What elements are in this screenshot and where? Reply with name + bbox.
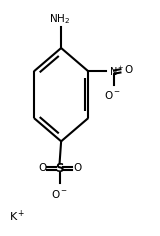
Text: NH$_2$: NH$_2$ xyxy=(49,12,70,26)
Text: O$^-$: O$^-$ xyxy=(51,188,68,200)
Text: O: O xyxy=(124,65,132,75)
Text: O$^-$: O$^-$ xyxy=(104,89,121,101)
Text: O: O xyxy=(38,163,46,173)
Text: K$^+$: K$^+$ xyxy=(9,209,26,224)
Text: S: S xyxy=(55,162,64,175)
Text: N$^+$: N$^+$ xyxy=(109,65,124,78)
Text: O: O xyxy=(73,163,81,173)
